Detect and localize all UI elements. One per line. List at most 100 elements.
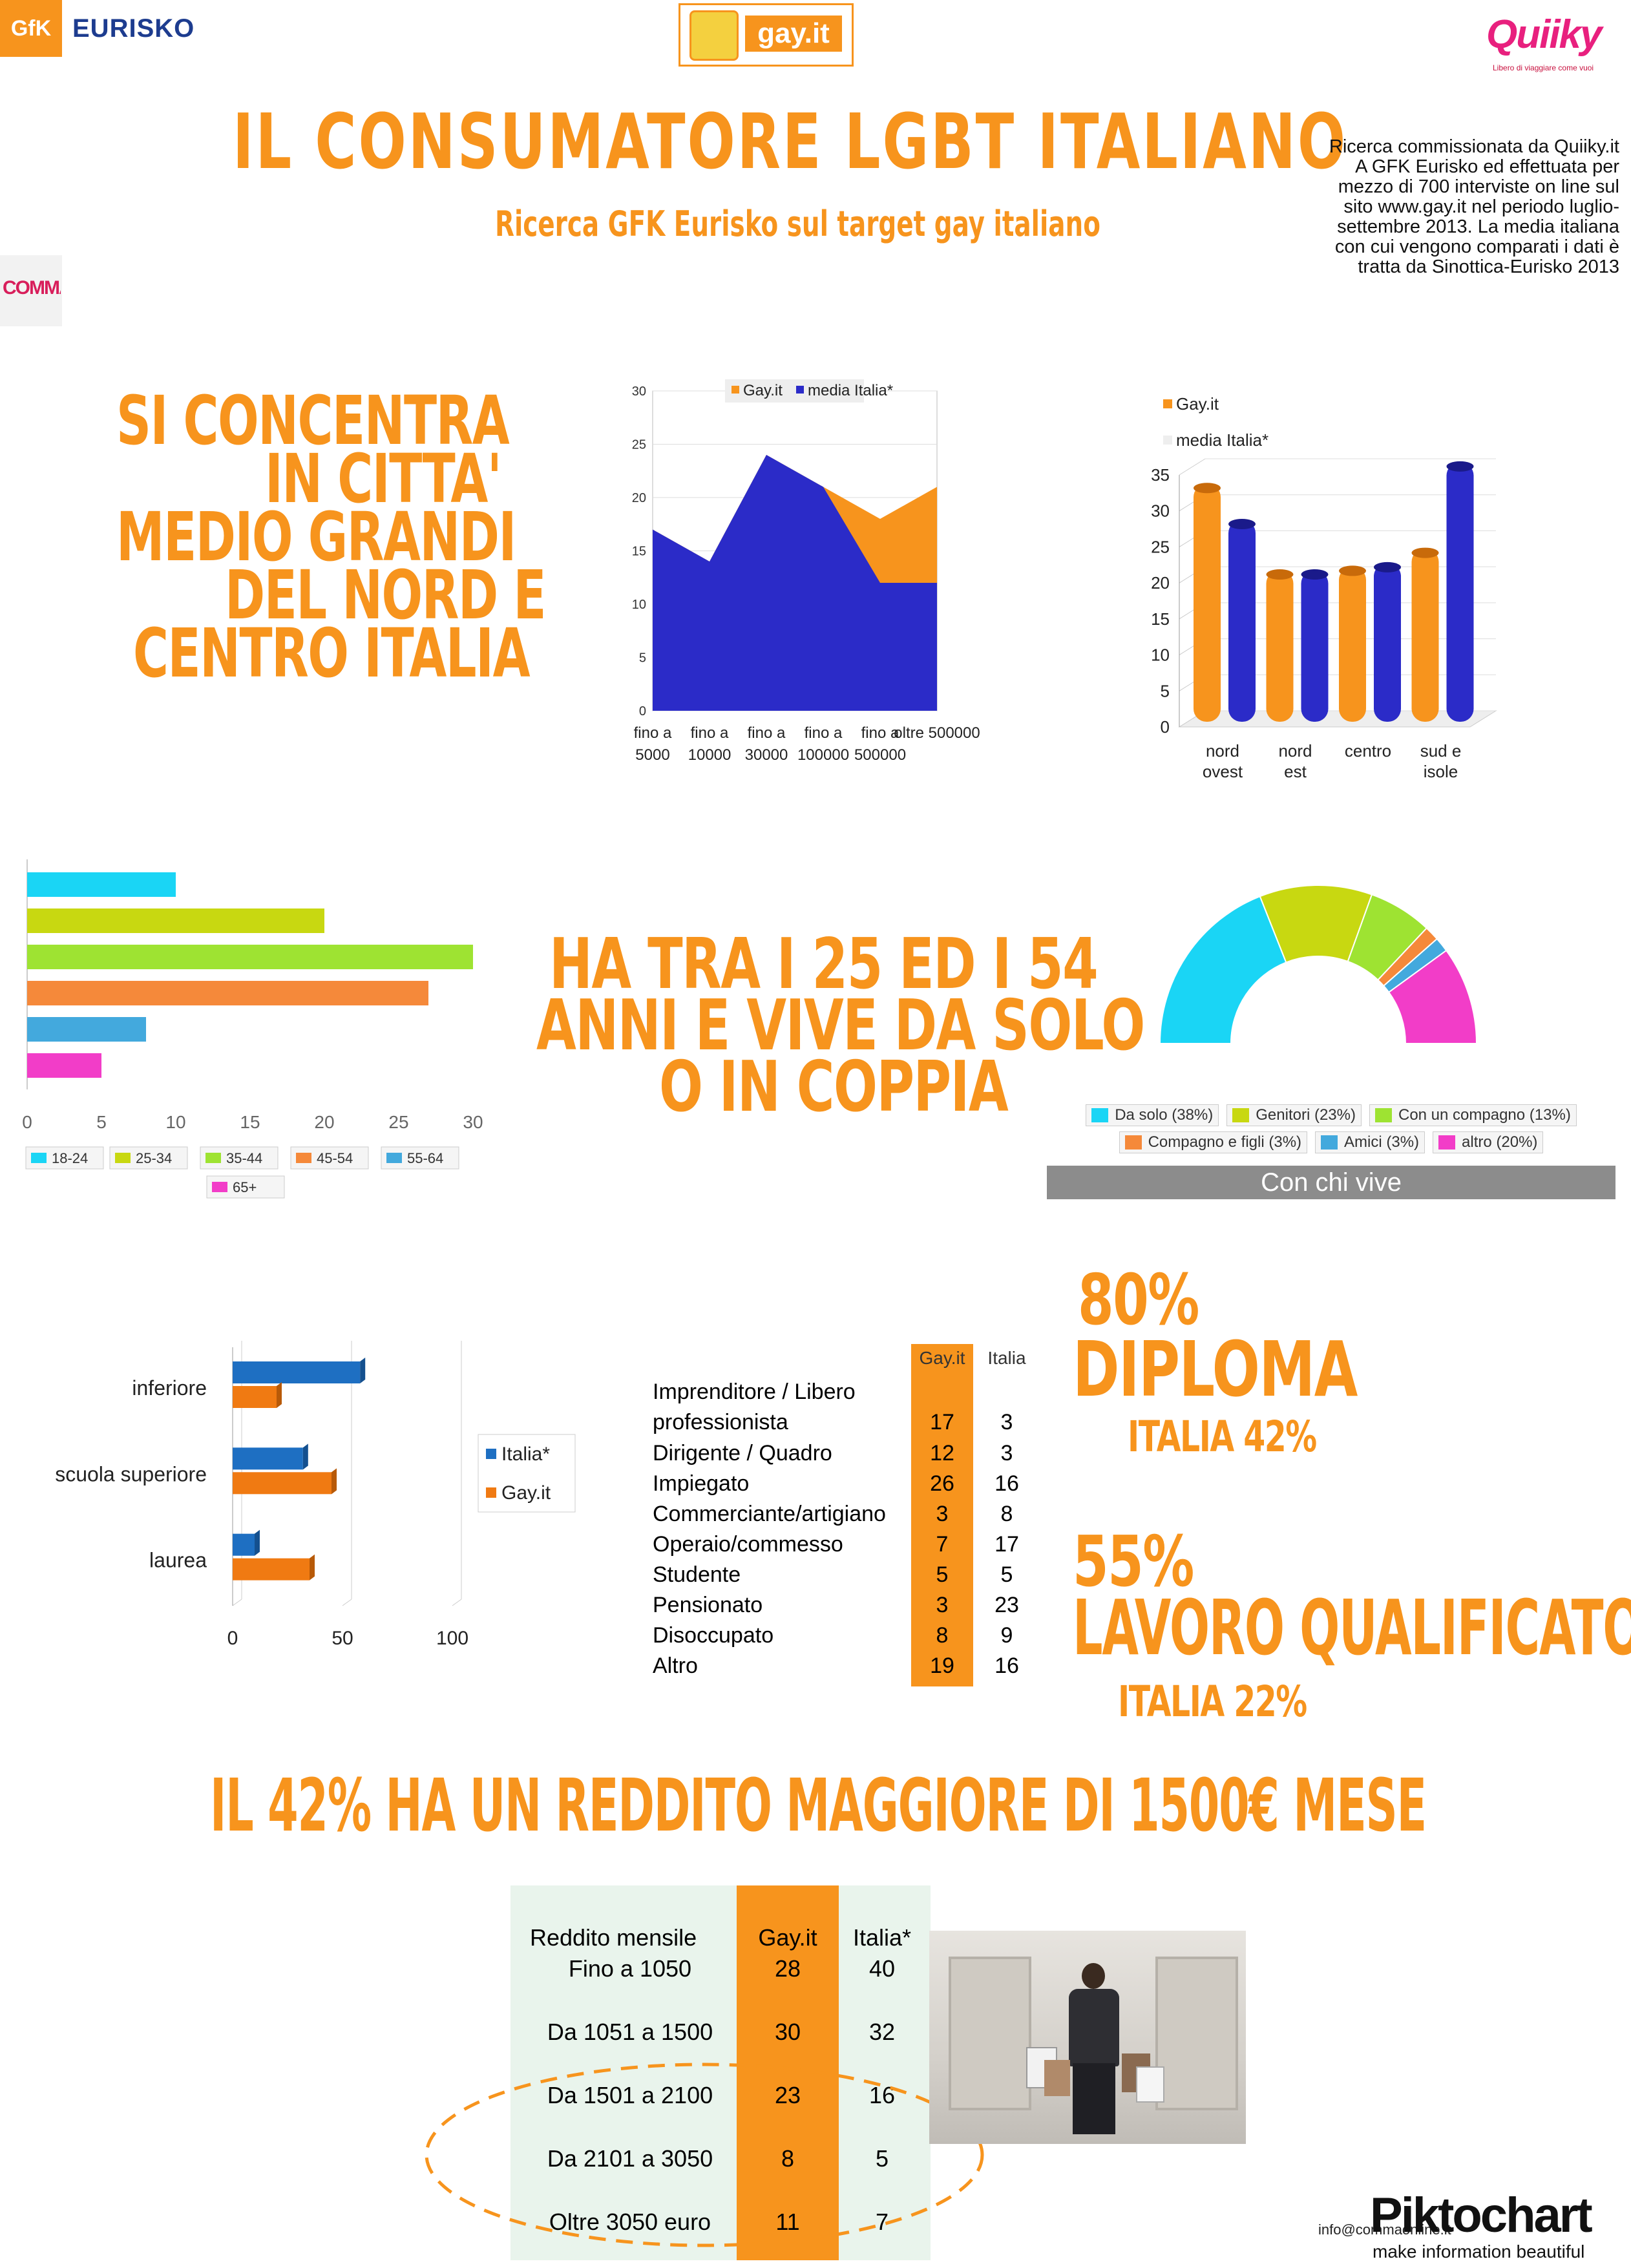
row-label: Imprenditore / Libero bbox=[653, 1380, 856, 1404]
bar-gayit-top bbox=[1411, 547, 1439, 558]
x-tick-label: fino a bbox=[634, 724, 672, 742]
bar-gayit bbox=[233, 1472, 331, 1495]
x-tick-label: centro bbox=[1345, 741, 1391, 761]
column-header: Italia* bbox=[852, 1924, 912, 1951]
cell-gayit: 28 bbox=[774, 1955, 801, 1982]
cell-gayit: 19 bbox=[930, 1654, 954, 1678]
x-tick-label: 20 bbox=[314, 1112, 334, 1132]
bar-gayit-top bbox=[1339, 565, 1366, 576]
research-note: Ricerca commissionata da Quiiky.it A GFK… bbox=[1329, 136, 1619, 277]
cell-gayit: 3 bbox=[936, 1593, 949, 1617]
gayit-logo: gay.it bbox=[679, 3, 854, 67]
bar-gayit-top bbox=[1266, 569, 1294, 580]
comma-logo: COMMA bbox=[0, 255, 62, 326]
legend-label: media Italia* bbox=[808, 382, 893, 399]
gayit-column bbox=[911, 1344, 973, 1686]
x-tick-label: nord bbox=[1206, 741, 1239, 761]
x-tick-label: 5000 bbox=[635, 746, 669, 764]
legend-item: Con un compagno (13%) bbox=[1369, 1104, 1577, 1126]
row-label: Pensionato bbox=[653, 1593, 763, 1617]
bar bbox=[27, 1017, 146, 1042]
legend-swatch bbox=[386, 1153, 402, 1163]
column-header: Italia bbox=[987, 1348, 1026, 1368]
cell-italia: 9 bbox=[1000, 1623, 1013, 1648]
legend-box bbox=[725, 379, 864, 403]
row-label: Impiegato bbox=[653, 1471, 750, 1496]
y-tick-label: 35 bbox=[1151, 465, 1170, 485]
cell-gayit: 23 bbox=[774, 2082, 801, 2108]
row-label: Altro bbox=[653, 1654, 698, 1678]
row-label: Commerciante/artigiano bbox=[653, 1502, 886, 1526]
quiiky-wordmark: Quiiky bbox=[1486, 12, 1603, 57]
legend-label: Gay.it bbox=[1176, 394, 1219, 414]
cell-italia: 7 bbox=[875, 2209, 889, 2235]
quiiky-tagline: Libero di viaggiare come vuoi bbox=[1493, 63, 1594, 72]
legend-label: Da solo (38%) bbox=[1115, 1106, 1214, 1124]
legend-label: 18-24 bbox=[52, 1150, 88, 1166]
section1-line: DEL NORD E bbox=[225, 556, 546, 635]
legend-label: Genitori (23%) bbox=[1256, 1106, 1356, 1124]
bar-italia-side bbox=[360, 1358, 366, 1383]
stat-diploma-pct: 80% bbox=[1078, 1260, 1199, 1341]
bar-italia bbox=[1374, 563, 1401, 722]
bar-italia bbox=[233, 1447, 303, 1470]
legend-label: Gay.it bbox=[501, 1482, 551, 1504]
section1-line: MEDIO GRANDI bbox=[116, 498, 516, 576]
legend-label: Con un compagno (13%) bbox=[1398, 1106, 1571, 1124]
bar-italia bbox=[1301, 571, 1329, 722]
legend-swatch bbox=[1124, 1135, 1142, 1150]
legend-label: Italia* bbox=[501, 1444, 550, 1465]
bar-italia-side bbox=[255, 1529, 260, 1556]
legend-swatch bbox=[486, 1487, 496, 1498]
legend-swatch bbox=[31, 1153, 47, 1163]
legend-label: 35-44 bbox=[226, 1150, 262, 1166]
bar-gayit-top bbox=[1194, 483, 1221, 494]
row-label: Fino a 1050 bbox=[568, 1955, 692, 1982]
bar-italia bbox=[1228, 520, 1256, 722]
bar-gayit-side bbox=[277, 1382, 282, 1408]
legend-swatch bbox=[1232, 1108, 1250, 1122]
x-tick-label: fino a bbox=[691, 724, 729, 742]
donut-legend: Da solo (38%) Genitori (23%) Con un compag… bbox=[1047, 1102, 1615, 1156]
cell-gayit: 11 bbox=[775, 2209, 800, 2235]
legend-swatch bbox=[205, 1153, 221, 1163]
x-tick-label: 30 bbox=[463, 1112, 483, 1132]
x-tick-label: 15 bbox=[240, 1112, 260, 1132]
shopper-body bbox=[1069, 1989, 1119, 2066]
stat-diploma-label: DIPLOMA bbox=[1073, 1325, 1358, 1414]
row-label: Da 2101 a 3050 bbox=[547, 2145, 713, 2172]
stat-lavoro-label: LAVORO QUALIFICATO bbox=[1073, 1583, 1631, 1672]
bar-chart-istruzione: 0 50 100 inferiore scuola superiore laurea Ita… bbox=[55, 1341, 576, 1649]
table-professione: Gay.it Italia Imprenditore / Libero profess… bbox=[653, 1344, 1053, 1699]
cell-gayit: 3 bbox=[936, 1502, 949, 1526]
legend-label: 55-64 bbox=[407, 1150, 443, 1166]
legend-label: altro (20%) bbox=[1462, 1133, 1538, 1151]
table-reddito: Reddito mensile Gay.it Italia* Fino a 1050 2… bbox=[510, 1885, 931, 2260]
gridline bbox=[342, 1599, 352, 1606]
y-tick-label: 20 bbox=[1151, 573, 1170, 593]
cell-italia: 16 bbox=[994, 1654, 1019, 1678]
column-header: Gay.it bbox=[758, 1924, 817, 1951]
y-tick-label: scuola superiore bbox=[55, 1462, 207, 1486]
gfk-logo: GfK bbox=[0, 0, 62, 57]
bar bbox=[27, 908, 324, 933]
cell-gayit: 5 bbox=[936, 1562, 949, 1587]
cell-italia: 23 bbox=[994, 1593, 1019, 1617]
x-tick-label: nord bbox=[1278, 741, 1312, 761]
section2-text: HA TRA I 25 ED I 54 ANNI E VIVE DA SOLO … bbox=[530, 924, 1145, 1128]
section2-line: O IN COPPIA bbox=[659, 1047, 1009, 1128]
section1-line: SI CONCENTRA bbox=[116, 381, 510, 460]
y-tick-label: 15 bbox=[1151, 609, 1170, 629]
y-tick-label: 25 bbox=[1151, 537, 1170, 556]
shopping-bag-icon bbox=[1136, 2066, 1164, 2103]
cell-gayit: 30 bbox=[774, 2019, 801, 2045]
x-tick-label: 500000 bbox=[854, 746, 906, 764]
bar-italia-top bbox=[1446, 461, 1474, 472]
comma-wordmark: COMMA bbox=[3, 277, 61, 299]
row-label: Da 1051 a 1500 bbox=[547, 2019, 713, 2045]
bar-chart-eta: 0 5 10 15 20 25 30 18-24 25-34 35-44 45-54 55-64 65+ bbox=[22, 859, 483, 1199]
row-label: Disoccupato bbox=[653, 1623, 774, 1648]
headline-reddito: IL 42% HA UN REDDITO MAGGIORE DI 1500€ M… bbox=[210, 1764, 1427, 1848]
legend-item: Amici (3%) bbox=[1315, 1131, 1426, 1153]
